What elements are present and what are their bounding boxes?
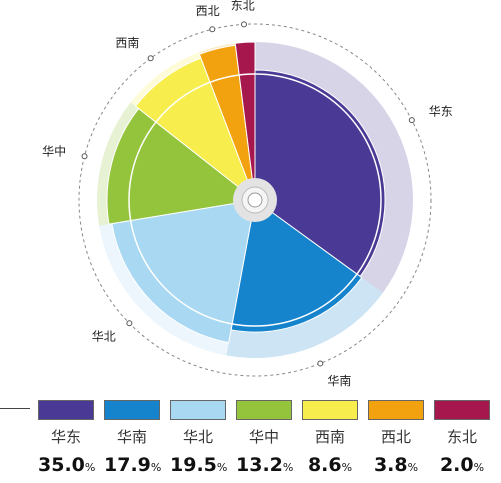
percent-sign: % bbox=[84, 461, 96, 474]
legend-label-xinan: 西南 bbox=[314, 428, 345, 446]
percent-sign: % bbox=[216, 461, 228, 474]
inner-ring bbox=[128, 73, 382, 327]
outer-dashed-ring bbox=[78, 23, 432, 377]
value-number: 13.2 bbox=[236, 454, 283, 476]
legend-values: 35.0% 17.9% 19.5% 13.2% 8.6% 3.8% 2.0% bbox=[38, 447, 490, 477]
ring-dot-huadong bbox=[408, 117, 415, 124]
pie-slices bbox=[106, 41, 386, 344]
legend-swatch-huanan bbox=[104, 400, 160, 420]
legend-swatch-huadong bbox=[38, 400, 94, 420]
value-number: 17.9 bbox=[104, 454, 151, 476]
value-number: 3.8 bbox=[373, 454, 408, 476]
ring-dot-huabei bbox=[126, 320, 133, 327]
legend-label-huadong: 华东 bbox=[50, 428, 81, 446]
legend-label-xibei: 西北 bbox=[380, 428, 411, 446]
legend-swatch-huabei bbox=[170, 400, 226, 420]
ring-label-xibei: 西北 bbox=[196, 4, 220, 18]
pie-slice-dongbei bbox=[234, 41, 256, 201]
percent-sign: % bbox=[407, 461, 419, 474]
ring-dot-xinan bbox=[147, 55, 154, 62]
legend-swatch-xibei bbox=[368, 400, 424, 420]
ring-dot-huazhong bbox=[81, 153, 88, 160]
legend-divider bbox=[0, 408, 30, 409]
legend-value-huazhong: 13.2% bbox=[236, 453, 294, 477]
value-number: 19.5 bbox=[170, 454, 217, 476]
ring-label-xinan: 西南 bbox=[115, 35, 139, 50]
pie-slice-huanan bbox=[230, 199, 363, 333]
legend-swatch-xinan bbox=[302, 400, 358, 420]
legend-value-xibei: 3.8% bbox=[368, 453, 424, 477]
value-number: 2.0 bbox=[439, 454, 474, 476]
percent-sign: % bbox=[282, 461, 294, 474]
legend-label-huabei: 华北 bbox=[182, 428, 213, 446]
pie-slice-huazhong bbox=[106, 107, 257, 225]
legend-value-huadong: 35.0% bbox=[38, 453, 96, 477]
legend-swatch-dongbei bbox=[434, 400, 490, 420]
ring-dot-dongbei bbox=[240, 21, 247, 28]
legend-swatches bbox=[38, 400, 490, 420]
legend-value-xinan: 8.6% bbox=[302, 453, 358, 477]
ring-label-dongbei: 东北 bbox=[231, 0, 255, 12]
ring-label-huabei: 华北 bbox=[92, 330, 116, 344]
ring-label-huanan: 华南 bbox=[327, 373, 351, 388]
value-number: 35.0 bbox=[38, 454, 85, 476]
ring-dot-xibei bbox=[209, 26, 216, 33]
center-hub-inner bbox=[247, 192, 263, 208]
legend-value-huanan: 17.9% bbox=[104, 453, 162, 477]
legend: 华东 华南 华北 华中 西南 西北 东北 35.0% 17.9% 19.5% 1… bbox=[38, 400, 490, 477]
legend-label-huazhong: 华中 bbox=[248, 428, 279, 446]
legend-value-dongbei: 2.0% bbox=[434, 453, 490, 477]
percent-sign: % bbox=[341, 461, 353, 474]
value-number: 8.6 bbox=[307, 454, 342, 476]
percent-sign: % bbox=[473, 461, 485, 474]
ring-dot-huanan bbox=[317, 360, 324, 367]
legend-swatch-huazhong bbox=[236, 400, 292, 420]
legend-label-huanan: 华南 bbox=[116, 428, 147, 446]
legend-label-dongbei: 东北 bbox=[446, 428, 477, 446]
pie-slice-huadong bbox=[254, 69, 386, 278]
legend-value-huabei: 19.5% bbox=[170, 453, 228, 477]
percent-sign: % bbox=[150, 461, 162, 474]
legend-labels: 华东 华南 华北 华中 西南 西北 东北 bbox=[38, 420, 490, 447]
pie-slice-huabei bbox=[111, 199, 256, 344]
ring-label-huazhong: 华中 bbox=[42, 144, 66, 159]
ring-label-huadong: 华东 bbox=[429, 104, 453, 118]
